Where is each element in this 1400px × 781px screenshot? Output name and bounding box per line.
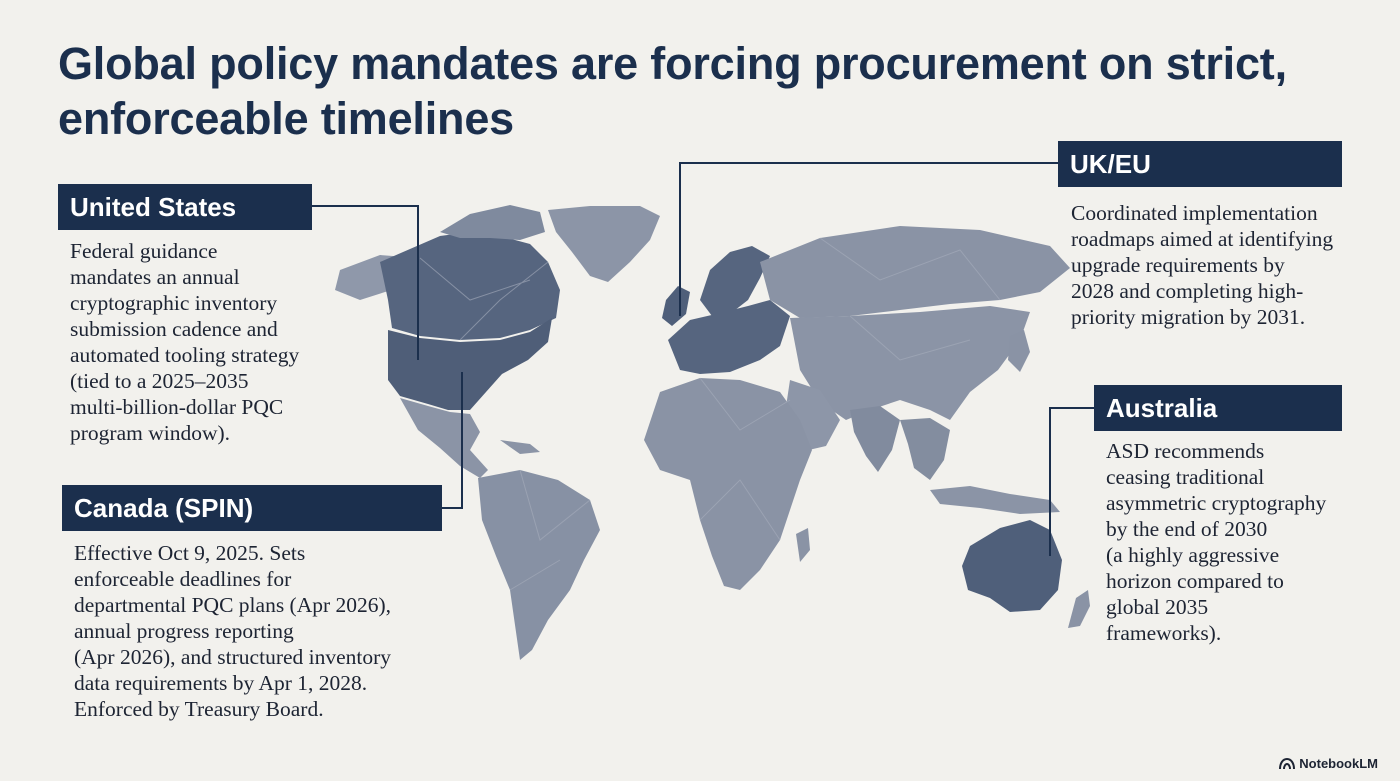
- europe-shape: [668, 300, 790, 374]
- asia-shape: [790, 306, 1030, 420]
- canada-line: data requirements by Apr 1, 2028.: [74, 671, 368, 695]
- new-zealand-shape: [1068, 590, 1090, 628]
- australia-connector-line: [1049, 407, 1094, 556]
- australia-line: (a highly aggressive: [1106, 543, 1280, 567]
- southeast-asia-shape: [900, 418, 950, 480]
- canada-line: Effective Oct 9, 2025. Sets: [74, 541, 306, 565]
- africa-shape: [644, 378, 812, 590]
- us-line: Federal guidance: [70, 239, 218, 263]
- australia-line: horizon compared to: [1106, 569, 1284, 593]
- us-line: cryptographic inventory: [70, 291, 278, 315]
- caribbean-shape: [500, 440, 540, 454]
- australia-line: global 2035: [1106, 595, 1209, 619]
- us-line: multi-billion-dollar PQC: [70, 395, 284, 419]
- canada-shape: [380, 232, 560, 340]
- canada-line: Enforced by Treasury Board.: [74, 697, 324, 721]
- brand-watermark: NotebookLM: [1279, 756, 1378, 771]
- us-line: mandates an annual: [70, 265, 240, 289]
- scandinavia-shape: [700, 246, 770, 316]
- us-line: program window).: [70, 421, 231, 445]
- south-america-shape: [478, 470, 600, 660]
- madagascar-shape: [796, 528, 810, 562]
- ukeu-connector-line: [679, 162, 1058, 316]
- us-line: automated tooling strategy: [70, 343, 300, 367]
- australia-line: ceasing traditional: [1106, 465, 1265, 489]
- australia-line: by the end of 2030: [1106, 517, 1268, 541]
- page-title: Global policy mandates are forcing procu…: [58, 38, 1287, 144]
- ukeu-line: Coordinated implementation: [1071, 201, 1318, 225]
- russia-shape: [760, 226, 1070, 318]
- canada-line: (Apr 2026), and structured inventory: [74, 645, 392, 669]
- usa-shape: [388, 318, 552, 410]
- region-label-canada: Canada (SPIN): [62, 485, 442, 531]
- region-text-canada: Effective Oct 9, 2025. Sets enforceable …: [74, 540, 454, 722]
- us-line: submission cadence and: [70, 317, 278, 341]
- australia-shape: [962, 520, 1062, 612]
- ukeu-line: 2028 and completing high-: [1071, 279, 1304, 303]
- region-label-united-states: United States: [58, 184, 312, 230]
- region-label-uk-eu: UK/EU: [1058, 141, 1342, 187]
- ukeu-line: upgrade requirements by: [1071, 253, 1285, 277]
- arctic-islands-shape: [440, 205, 545, 240]
- mexico-shape: [400, 398, 488, 478]
- us-connector-line: [312, 205, 419, 360]
- notebooklm-logo-icon: [1279, 757, 1296, 769]
- region-label-australia: Australia: [1094, 385, 1342, 431]
- uk-shape: [662, 286, 690, 326]
- australia-line: asymmetric cryptography: [1106, 491, 1327, 515]
- india-shape: [850, 406, 900, 472]
- canada-line: enforceable deadlines for: [74, 567, 292, 591]
- ukeu-line: roadmaps aimed at identifying: [1071, 227, 1334, 251]
- us-line: (tied to a 2025–2035: [70, 369, 249, 393]
- australia-line: ASD recommends: [1106, 439, 1265, 463]
- canada-line: departmental PQC plans (Apr 2026),: [74, 593, 392, 617]
- canada-connector-line: [442, 372, 463, 509]
- australia-line: frameworks).: [1106, 621, 1222, 645]
- canada-line: annual progress reporting: [74, 619, 294, 643]
- brand-name: NotebookLM: [1299, 756, 1378, 771]
- region-text-uk-eu: Coordinated implementation roadmaps aime…: [1071, 200, 1381, 330]
- greenland-shape: [548, 206, 660, 282]
- indonesia-shape: [930, 486, 1060, 514]
- region-text-australia: ASD recommends ceasing traditional asymm…: [1106, 438, 1386, 646]
- japan-shape: [1008, 330, 1030, 372]
- ukeu-line: priority migration by 2031.: [1071, 305, 1306, 329]
- region-text-united-states: Federal guidance mandates an annual cryp…: [70, 238, 370, 446]
